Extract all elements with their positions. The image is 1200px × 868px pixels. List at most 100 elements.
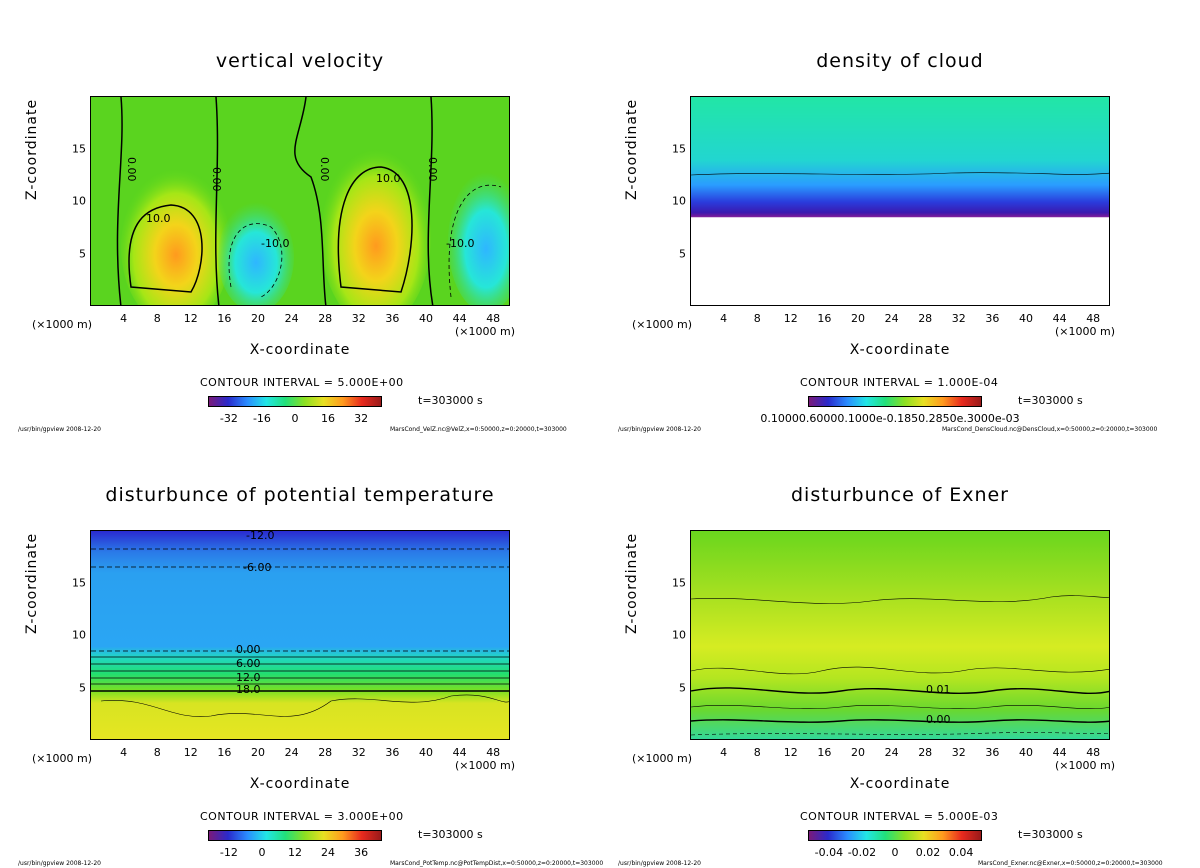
colorbar-tick-label: 12: [288, 846, 302, 859]
panel-exner: disturbunce of Exner 0.01 0.00 Z: [600, 434, 1200, 868]
x-axis-label: X-coordinate: [90, 342, 510, 358]
x-tick-label: 48: [486, 312, 500, 325]
time-label: t=303000 s: [1018, 828, 1083, 841]
colorbar-tick-label: 0: [258, 846, 265, 859]
contour-interval: CONTOUR INTERVAL = 5.000E+00: [200, 376, 404, 389]
x-unit-label: (×1000 m): [32, 752, 92, 765]
panel-potential-temperature: disturbunce of potential temperature: [0, 434, 600, 868]
y-tick-label: 10: [656, 629, 686, 642]
y-tick-label: 15: [56, 142, 86, 155]
x-tick-label: 44: [1053, 746, 1067, 759]
y-tick-label: 10: [56, 629, 86, 642]
x-unit-label: (×1000 m): [455, 325, 515, 338]
contour-label: 0.00: [318, 157, 331, 182]
x-tick-label: 24: [285, 746, 299, 759]
colorbar-tick-label: 24: [321, 846, 335, 859]
contour-interval: CONTOUR INTERVAL = 5.000E-03: [800, 810, 998, 823]
x-axis-label: X-coordinate: [90, 776, 510, 792]
x-unit-label: (×1000 m): [1055, 325, 1115, 338]
y-axis-label: Z-coordinate: [624, 533, 640, 634]
time-label: t=303000 s: [1018, 394, 1083, 407]
x-tick-label: 48: [1086, 746, 1100, 759]
chart-title: disturbunce of potential temperature: [90, 484, 510, 506]
colorbar-tick-label: -32: [220, 412, 238, 425]
footer-left: /usr/bin/gpview 2008-12-20: [18, 426, 101, 433]
contour-label: 0.00: [926, 713, 951, 726]
x-tick-label: 24: [885, 746, 899, 759]
contour-label: 0.00: [426, 157, 439, 182]
x-tick-label: 48: [486, 746, 500, 759]
colorbar-ticks: 0.10000.60000.1000e-0.1850.2850e.3000e-0…: [760, 412, 1019, 425]
contour-label: 0.00: [125, 157, 138, 182]
x-tick-label: 4: [720, 312, 727, 325]
contour-label: 6.00: [236, 657, 261, 670]
y-tick-label: 5: [56, 681, 86, 694]
x-tick-label: 20: [251, 312, 265, 325]
footer-left: /usr/bin/gpview 2008-12-20: [18, 860, 101, 867]
x-unit-label: (×1000 m): [455, 759, 515, 772]
x-tick-label: 28: [318, 746, 332, 759]
x-tick-label: 44: [453, 746, 467, 759]
y-axis-label: Z-coordinate: [624, 99, 640, 200]
contour-interval: CONTOUR INTERVAL = 1.000E-04: [800, 376, 998, 389]
x-tick-label: 32: [952, 746, 966, 759]
panel-vertical-velocity: vertical velocity: [0, 0, 600, 434]
plot-area: -12.0 -6.00 0.00 6.00 12.0 18.0: [90, 530, 510, 740]
plot-area: 0.00 0.00 0.00 0.00 10.0 10.0 -10.0 -10.0: [90, 96, 510, 306]
chart-title: density of cloud: [690, 50, 1110, 72]
x-tick-label: 28: [918, 746, 932, 759]
x-tick-label: 24: [885, 312, 899, 325]
x-tick-label: 20: [251, 746, 265, 759]
x-tick-label: 16: [817, 746, 831, 759]
x-unit-label: (×1000 m): [632, 318, 692, 331]
x-tick-label: 4: [120, 746, 127, 759]
colorbar-tick-label: 36: [354, 846, 368, 859]
time-label: t=303000 s: [418, 394, 483, 407]
x-axis-label: X-coordinate: [690, 776, 1110, 792]
x-tick-label: 16: [217, 746, 231, 759]
colorbar: [808, 830, 982, 841]
colorbar: [208, 830, 382, 841]
contour-label: -12.0: [246, 531, 274, 542]
x-unit-label: (×1000 m): [1055, 759, 1115, 772]
colorbar-tick-label: -12: [220, 846, 238, 859]
x-tick-label: 40: [419, 312, 433, 325]
y-axis-label: Z-coordinate: [24, 99, 40, 200]
x-tick-label: 40: [1019, 746, 1033, 759]
colorbar: [208, 396, 382, 407]
colorbar-tick-label: -16: [253, 412, 271, 425]
x-tick-label: 32: [352, 746, 366, 759]
colorbar-tick-label: -0.02: [848, 846, 876, 859]
footer-right: MarsCond_PotTemp.nc@PotTempDist,x=0:5000…: [390, 860, 603, 867]
x-tick-label: 4: [120, 312, 127, 325]
contour-label: 0.01: [926, 683, 951, 696]
x-tick-label: 20: [851, 746, 865, 759]
contour-label: 0.00: [210, 167, 223, 192]
y-tick-label: 10: [656, 195, 686, 208]
colorbar-tick-label: 32: [354, 412, 368, 425]
x-axis-label: X-coordinate: [690, 342, 1110, 358]
x-tick-label: 12: [184, 312, 198, 325]
y-tick-label: 15: [656, 142, 686, 155]
x-tick-label: 32: [352, 312, 366, 325]
x-tick-label: 40: [1019, 312, 1033, 325]
footer-right: MarsCond_VelZ.nc@VelZ,x=0:50000,z=0:2000…: [390, 426, 567, 433]
exner-field: 0.01 0.00: [691, 531, 1110, 740]
x-tick-label: 12: [784, 746, 798, 759]
x-tick-label: 8: [754, 746, 761, 759]
contour-label: -6.00: [243, 561, 271, 574]
y-tick-label: 5: [56, 247, 86, 260]
x-tick-label: 16: [217, 312, 231, 325]
plot-area: [690, 96, 1110, 306]
x-unit-label: (×1000 m): [632, 752, 692, 765]
contour-label: -10.0: [261, 237, 289, 250]
x-tick-label: 8: [154, 746, 161, 759]
x-tick-label: 8: [754, 312, 761, 325]
colorbar-tick-label: 0.04: [949, 846, 974, 859]
contour-label: -10.0: [446, 237, 474, 250]
colorbar-tick-label: 0.02: [916, 846, 941, 859]
x-tick-label: 44: [1053, 312, 1067, 325]
x-tick-label: 28: [918, 312, 932, 325]
y-tick-label: 10: [56, 195, 86, 208]
x-tick-label: 36: [385, 746, 399, 759]
